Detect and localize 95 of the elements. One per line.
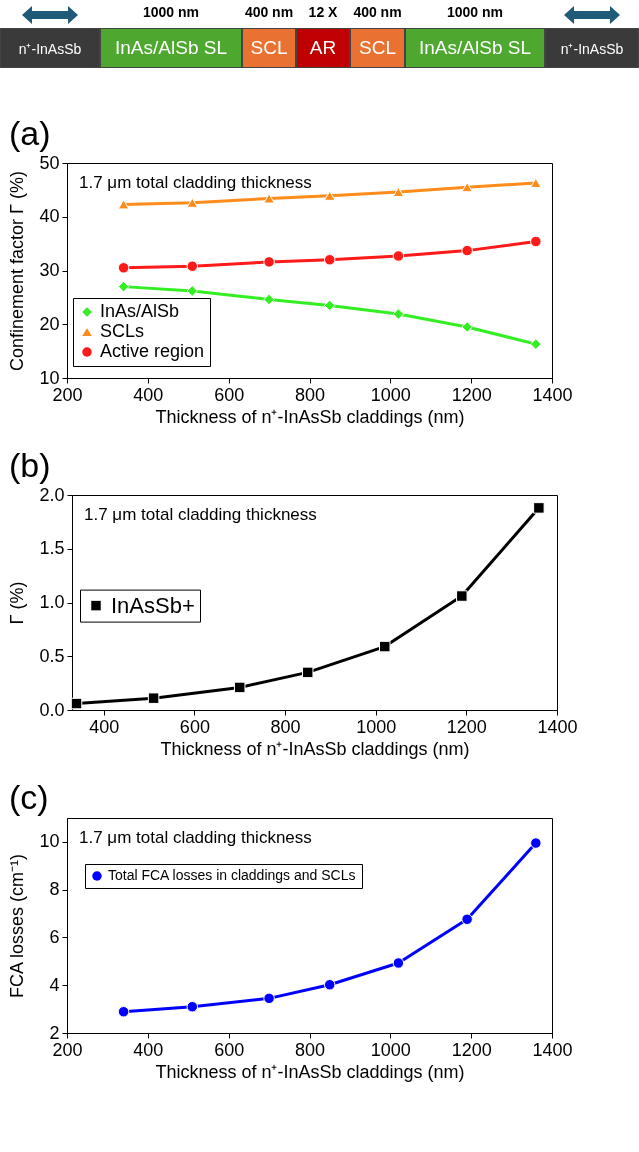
x-axis-title: Thickness of n⁺-InAsSb claddings (nm)	[155, 1061, 465, 1082]
point	[530, 177, 542, 188]
x-axis-title: Thickness of n⁺-InAsSb claddings (nm)	[160, 738, 470, 759]
point	[323, 190, 336, 201]
text: 400 nm	[244, 4, 294, 20]
point	[530, 837, 542, 849]
point	[117, 199, 130, 210]
point	[263, 193, 275, 204]
chart-title: (c)	[8, 778, 49, 816]
point	[186, 285, 199, 297]
point	[186, 197, 199, 208]
y-tick-label: 4	[49, 974, 60, 995]
point	[70, 697, 83, 710]
point	[530, 235, 542, 248]
point	[530, 338, 542, 350]
annotation: 1.7 μm total cladding thickness	[79, 828, 312, 847]
y-tick-label: 50	[39, 152, 60, 173]
y-axis-title: Γ (%)	[7, 581, 28, 625]
x-tick-label: 1000	[356, 716, 397, 737]
point	[392, 186, 405, 198]
category-label: AR	[296, 28, 350, 68]
y-tick-label: 1.0	[39, 592, 65, 612]
point	[533, 502, 545, 514]
x-tick-label: 600	[214, 1039, 245, 1060]
x-tick-label: 1000	[370, 384, 411, 405]
x-tick-label: 400	[89, 716, 120, 737]
category-label: n⁺-InAsSb	[545, 28, 639, 68]
x-tick-label: 800	[294, 1039, 326, 1060]
y-tick-label: 10	[39, 831, 60, 852]
y-tick-label: 0.5	[39, 645, 65, 666]
point	[392, 957, 405, 969]
chart-title: (b)	[8, 446, 51, 484]
legend-label: InAsSb+	[111, 592, 195, 618]
text: 1000 nm	[446, 4, 504, 20]
point	[323, 979, 336, 991]
point	[263, 256, 275, 268]
y-tick-label: 8	[49, 879, 60, 900]
category-label: SCL	[242, 28, 296, 68]
category-label: SCL	[350, 28, 405, 68]
point	[186, 1000, 199, 1013]
point	[461, 321, 473, 333]
point	[233, 681, 246, 694]
y-tick-label: 2.0	[39, 484, 65, 505]
x-tick-label: 800	[294, 384, 326, 405]
y-tick-label: 20	[39, 313, 60, 334]
point	[186, 260, 199, 272]
x-tick-label: 1200	[446, 716, 487, 737]
point	[461, 244, 473, 257]
point	[147, 692, 160, 704]
y-tick-label: 6	[49, 926, 60, 947]
y-tick-label: 30	[39, 260, 60, 280]
point	[117, 1006, 130, 1018]
x-tick-label: 1400	[537, 716, 578, 737]
category-label: n⁺-InAsSb	[0, 28, 100, 68]
y-tick-label: 0.0	[39, 699, 65, 720]
x-tick-label: 1200	[451, 384, 492, 405]
x-tick-label: 1400	[532, 384, 573, 405]
point	[461, 913, 473, 926]
x-tick-label: 800	[270, 716, 301, 737]
point	[117, 262, 130, 274]
point	[392, 308, 405, 320]
category-label: InAs/AlSb SL	[405, 28, 545, 68]
y-axis-title: FCA losses (cm⁻¹)	[7, 853, 28, 999]
x-tick-label: 600	[179, 716, 210, 737]
legend-label: Total FCA losses in claddings and SCLs	[108, 867, 356, 883]
annotation: 1.7 μm total cladding thickness	[79, 173, 312, 192]
annotation: 1.7 μm total cladding thickness	[84, 505, 317, 524]
point	[263, 992, 275, 1005]
x-tick-label: 600	[214, 384, 245, 405]
category-label: InAs/AlSb SL	[100, 28, 242, 68]
legend-label: SCLs	[100, 321, 145, 341]
x-tick-label: 400	[133, 1039, 164, 1060]
y-axis-title: Confinement factor Γ (%)	[7, 171, 28, 371]
point	[323, 254, 336, 266]
text: 400 nm	[353, 4, 402, 20]
point	[456, 590, 468, 602]
point	[392, 250, 405, 262]
y-tick-label: 1.5	[39, 538, 65, 559]
y-tick-label: 40	[39, 206, 60, 227]
chart-title: (a)	[8, 114, 51, 152]
point	[263, 293, 275, 306]
x-tick-label: 400	[133, 384, 164, 405]
legend-label: InAs/AlSb	[100, 301, 180, 321]
point	[379, 640, 391, 653]
point	[117, 280, 130, 293]
x-tick-label: 1200	[451, 1039, 492, 1060]
point	[301, 666, 314, 679]
legend-label: Active region	[100, 341, 205, 361]
text: 12 X	[308, 4, 338, 20]
point	[323, 299, 336, 312]
text: 1000 nm	[142, 4, 200, 20]
x-tick-label: 1000	[370, 1039, 411, 1060]
x-axis-title: Thickness of n⁺-InAsSb claddings (nm)	[155, 406, 465, 427]
x-tick-label: 1400	[532, 1039, 573, 1060]
point	[461, 182, 473, 193]
